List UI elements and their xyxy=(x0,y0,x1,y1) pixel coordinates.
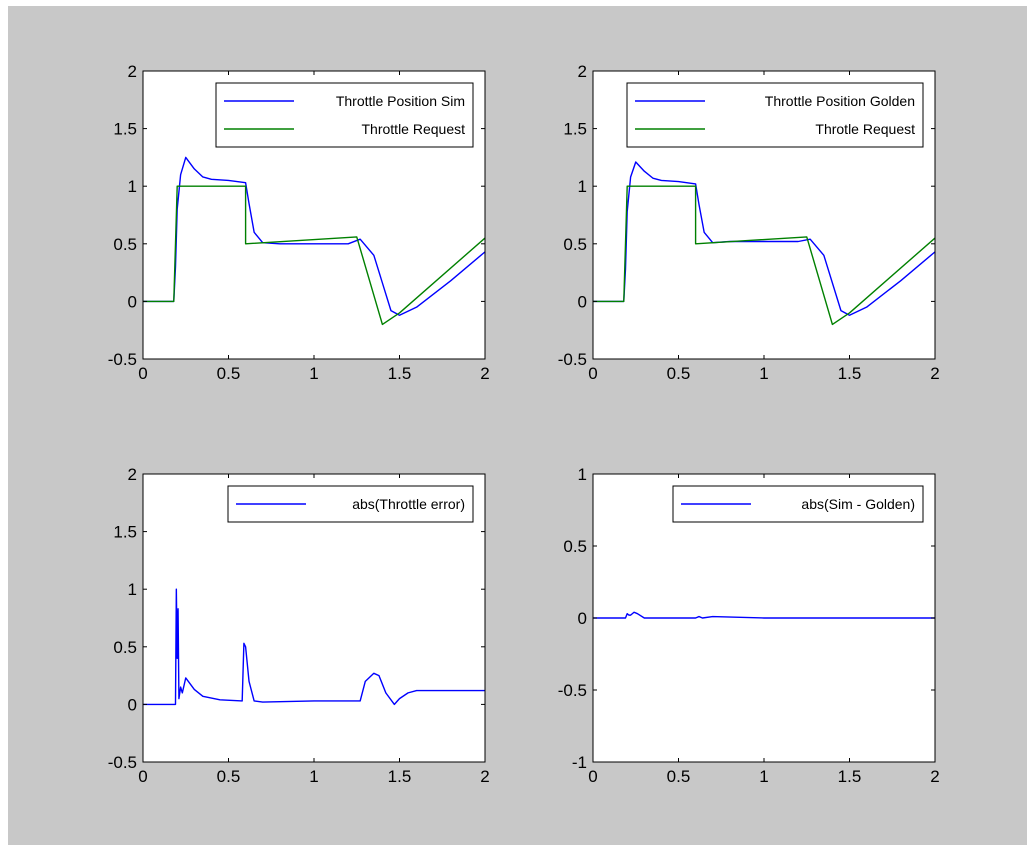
y-tick-label: 0 xyxy=(128,695,137,714)
y-tick-label: 1 xyxy=(578,177,587,196)
y-tick-label: 0.5 xyxy=(113,638,137,657)
series-line-1 xyxy=(593,611,935,619)
legend-label: Throttle Position Golden xyxy=(765,93,915,109)
y-tick-label: 1 xyxy=(128,580,137,599)
x-tick-label: 1 xyxy=(759,364,768,383)
x-tick-label: 0 xyxy=(588,767,597,786)
series-line-1 xyxy=(593,161,935,316)
x-tick-label: 0 xyxy=(138,767,147,786)
y-tick-label: 0 xyxy=(578,292,587,311)
y-tick-label: 0.5 xyxy=(563,537,587,556)
x-tick-label: 2 xyxy=(930,767,939,786)
y-tick-label: -0.5 xyxy=(558,350,587,369)
legend-label: Throtle Request xyxy=(815,121,915,137)
legend-box xyxy=(626,82,924,148)
y-tick-label: -1 xyxy=(572,753,587,772)
legend: abs(Sim - Golden) xyxy=(672,485,924,523)
x-tick-label: 1.5 xyxy=(838,364,862,383)
x-tick-label: 0 xyxy=(588,364,597,383)
legend-label: abs(Sim - Golden) xyxy=(801,496,915,512)
y-tick-label: -0.5 xyxy=(108,350,137,369)
legend: Throttle Position Sim Throttle Request xyxy=(215,82,474,148)
series-line-1 xyxy=(143,156,485,316)
axes-4: 0 0.5 1 1.5 2 -1 -0.5 0 0.5 1 abs(Sim - Golden) xyxy=(558,465,940,786)
x-tick-label: 1.5 xyxy=(838,767,862,786)
x-tick-label: 1 xyxy=(759,767,768,786)
x-tick-label: 1 xyxy=(309,364,318,383)
legend-label: abs(Throttle error) xyxy=(352,496,465,512)
y-tick-label: 0 xyxy=(128,292,137,311)
legend-label: Throttle Position Sim xyxy=(336,93,465,109)
y-tick-label: 2 xyxy=(128,465,137,484)
legend: Throttle Position Golden Throtle Request xyxy=(626,82,924,148)
x-tick-label: 0 xyxy=(138,364,147,383)
x-tick-label: 0.5 xyxy=(667,364,691,383)
x-tick-label: 1.5 xyxy=(388,767,412,786)
x-tick-label: 0.5 xyxy=(217,767,241,786)
series-line-2 xyxy=(143,185,485,326)
x-tick-label: 0.5 xyxy=(217,364,241,383)
x-tick-label: 2 xyxy=(930,364,939,383)
y-tick-label: 1 xyxy=(128,177,137,196)
y-tick-label: -0.5 xyxy=(108,753,137,772)
y-tick-label: 0.5 xyxy=(563,235,587,254)
y-tick-label: 2 xyxy=(578,62,587,81)
legend-box xyxy=(215,82,474,148)
series-line-1 xyxy=(143,588,485,706)
legend: abs(Throttle error) xyxy=(227,485,474,523)
x-tick-label: 2 xyxy=(480,767,489,786)
x-tick-label: 1 xyxy=(309,767,318,786)
x-tick-label: 0.5 xyxy=(667,767,691,786)
y-tick-label: 2 xyxy=(128,62,137,81)
series-line-2 xyxy=(593,185,935,326)
y-tick-label: 1.5 xyxy=(113,120,137,139)
y-tick-label: 1.5 xyxy=(113,523,137,542)
x-tick-label: 1.5 xyxy=(388,364,412,383)
y-tick-label: -0.5 xyxy=(558,681,587,700)
x-tick-label: 2 xyxy=(480,364,489,383)
y-tick-label: 1.5 xyxy=(563,120,587,139)
y-tick-label: 0 xyxy=(578,609,587,628)
y-tick-label: 1 xyxy=(578,465,587,484)
legend-label: Throttle Request xyxy=(362,121,466,137)
y-tick-label: 0.5 xyxy=(113,235,137,254)
